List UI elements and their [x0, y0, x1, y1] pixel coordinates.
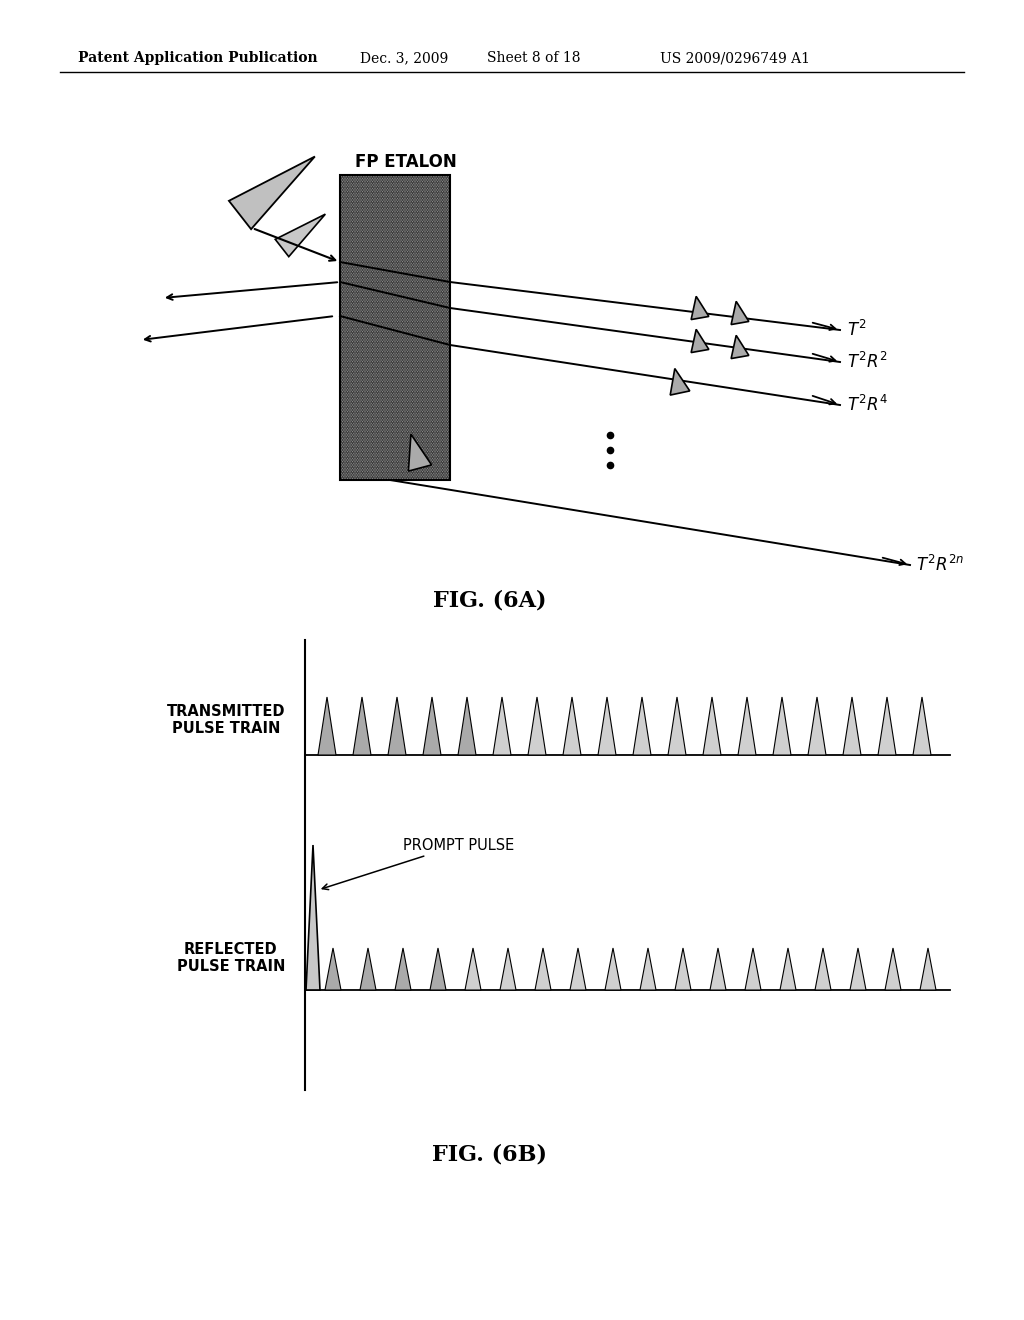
Text: FIG. (6A): FIG. (6A) [433, 589, 547, 611]
Text: FP ETALON: FP ETALON [355, 153, 457, 172]
Bar [340, 176, 450, 480]
Text: TRANSMITTED
PULSE TRAIN: TRANSMITTED PULSE TRAIN [167, 704, 285, 737]
Polygon shape [913, 697, 931, 755]
Polygon shape [703, 697, 721, 755]
Polygon shape [691, 329, 709, 352]
Polygon shape [675, 948, 691, 990]
Polygon shape [500, 948, 516, 990]
Text: $T^2$: $T^2$ [847, 319, 866, 341]
Polygon shape [808, 697, 826, 755]
Polygon shape [878, 697, 896, 755]
Polygon shape [458, 697, 476, 755]
Polygon shape [493, 697, 511, 755]
Polygon shape [563, 697, 581, 755]
Polygon shape [773, 697, 791, 755]
Text: US 2009/0296749 A1: US 2009/0296749 A1 [660, 51, 810, 65]
Polygon shape [691, 296, 709, 319]
Polygon shape [731, 301, 749, 325]
Polygon shape [570, 948, 586, 990]
Text: $T^2R^2$: $T^2R^2$ [847, 352, 888, 372]
Polygon shape [465, 948, 481, 990]
Polygon shape [738, 697, 756, 755]
Polygon shape [318, 697, 336, 755]
Polygon shape [353, 697, 371, 755]
Polygon shape [528, 697, 546, 755]
Polygon shape [710, 948, 726, 990]
Polygon shape [360, 948, 376, 990]
Polygon shape [843, 697, 861, 755]
Polygon shape [423, 697, 441, 755]
Text: $T^2R^{2n}$: $T^2R^{2n}$ [916, 554, 964, 576]
Text: Dec. 3, 2009: Dec. 3, 2009 [360, 51, 449, 65]
Text: REFLECTED
PULSE TRAIN: REFLECTED PULSE TRAIN [176, 941, 285, 974]
Polygon shape [395, 948, 411, 990]
Polygon shape [275, 214, 326, 256]
Polygon shape [306, 845, 319, 990]
Text: $T^2R^4$: $T^2R^4$ [847, 395, 888, 414]
Text: FIG. (6B): FIG. (6B) [432, 1144, 548, 1166]
Text: Patent Application Publication: Patent Application Publication [78, 51, 317, 65]
Polygon shape [633, 697, 651, 755]
Polygon shape [745, 948, 761, 990]
Polygon shape [430, 948, 446, 990]
Polygon shape [598, 697, 616, 755]
Polygon shape [671, 368, 690, 395]
Polygon shape [780, 948, 796, 990]
Polygon shape [409, 434, 431, 471]
Polygon shape [885, 948, 901, 990]
Polygon shape [605, 948, 621, 990]
Polygon shape [850, 948, 866, 990]
Polygon shape [229, 157, 314, 230]
Polygon shape [815, 948, 831, 990]
Polygon shape [325, 948, 341, 990]
Text: PROMPT PULSE: PROMPT PULSE [323, 837, 514, 890]
Polygon shape [920, 948, 936, 990]
Polygon shape [535, 948, 551, 990]
Text: Sheet 8 of 18: Sheet 8 of 18 [487, 51, 581, 65]
Polygon shape [388, 697, 406, 755]
Polygon shape [640, 948, 656, 990]
Polygon shape [668, 697, 686, 755]
Polygon shape [731, 335, 749, 359]
